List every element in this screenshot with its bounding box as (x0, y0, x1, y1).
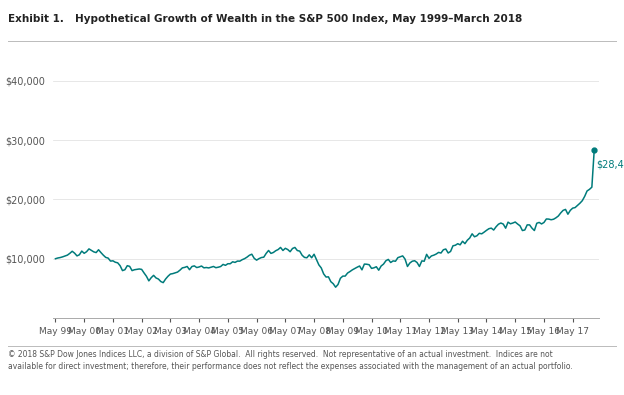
Text: Hypothetical Growth of Wealth in the S&P 500 Index, May 1999–March 2018: Hypothetical Growth of Wealth in the S&P… (75, 14, 522, 24)
Text: © 2018 S&P Dow Jones Indices LLC, a division of S&P Global.  All rights reserved: © 2018 S&P Dow Jones Indices LLC, a divi… (8, 350, 573, 371)
Text: Exhibit 1.: Exhibit 1. (8, 14, 64, 24)
Text: $28,408: $28,408 (596, 160, 624, 169)
